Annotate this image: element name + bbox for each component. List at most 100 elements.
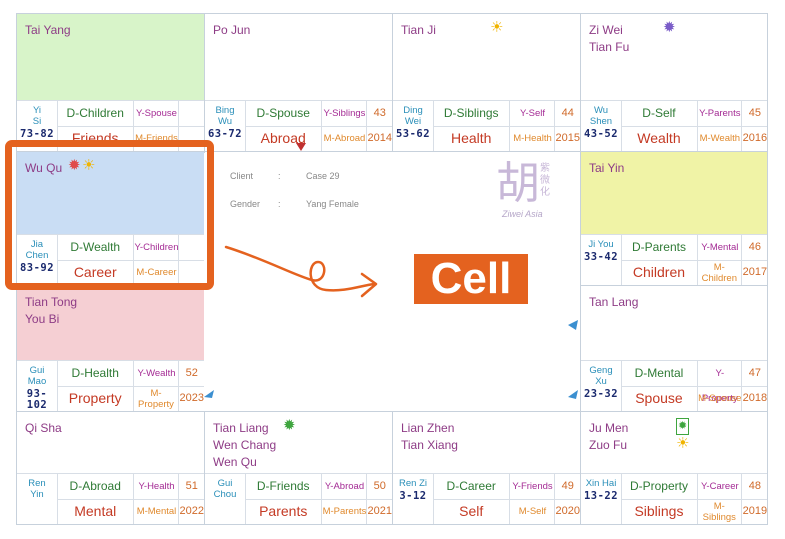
- age-number: 46: [740, 235, 768, 260]
- year-value: [177, 260, 205, 285]
- palace-name[interactable]: Property: [68, 390, 122, 406]
- stem-branch-label: Ren Zi: [393, 478, 433, 489]
- palace-cell-wu-qu[interactable]: Wu Qu ✹ ☀ Jia Chen 83-92 D-Wealth Y-Children Car…: [16, 151, 205, 286]
- star-names: Wu Qu: [25, 160, 62, 177]
- palace-cell-qi-sha[interactable]: Qi Sha Ren Yin D-Abroad Y-Health 51 Mental M-Me…: [16, 411, 205, 525]
- palace-name[interactable]: Abroad: [260, 130, 306, 146]
- palace-info: Ren Zi 3-12 D-Career Y-Friends 49 Self M-Self 2…: [393, 473, 580, 524]
- palace-row-bottom: Parents M-Parents 2021: [245, 499, 392, 524]
- year-palace: Y-Friends: [509, 474, 554, 499]
- corner-marker-icon: [568, 320, 578, 330]
- stem-branch-part: Geng: [589, 365, 613, 376]
- year-value: 2022: [177, 499, 205, 524]
- palace-cell-tian-liang[interactable]: Tian Liang Wen Chang Wen Qu ✹ Gui Chou D-Frien…: [204, 411, 393, 525]
- palace-name[interactable]: Parents: [259, 503, 308, 519]
- palace-row-bottom: Career M-Career: [57, 260, 204, 285]
- star-name: Zuo Fu: [589, 438, 628, 452]
- cell-highlight-box: [5, 140, 214, 290]
- palace-info: Xin Hai 13-22 D-Property Y-Career 48 Siblings…: [581, 473, 767, 524]
- palace-row-top: D-Self Y-Parents 45: [621, 101, 767, 127]
- month-palace: M-Friends: [133, 126, 178, 151]
- palace-cell-tan-lang[interactable]: Tan Lang Geng Xu 23-32 D-Mental Y-Property 47 S…: [580, 285, 768, 412]
- palace-row-top: D-Abroad Y-Health 51: [57, 474, 204, 500]
- year-palace: Y-Wealth: [133, 361, 178, 386]
- stem-branch-part: Chen: [25, 250, 49, 261]
- palace-info: Gui Mao 93-102 D-Health Y-Wealth 52 Property M-…: [17, 360, 204, 411]
- age-range: 53-62: [395, 128, 431, 140]
- stem-branch-part: Xin Hai: [585, 478, 617, 489]
- palace-cell-zi-wei[interactable]: Zi Wei Tian Fu ✹ Wu Shen 43-52 D-Self Y-Parents…: [580, 13, 768, 152]
- decade-palace: D-Parents: [631, 240, 686, 254]
- month-palace: M-Mental: [133, 499, 178, 524]
- star-name: Wu Qu: [25, 161, 63, 175]
- stem-branch-part: Wei: [404, 116, 422, 127]
- palace-row-bottom: Mental M-Mental 2022: [57, 499, 204, 524]
- star-icon: ✹: [663, 19, 676, 36]
- palace-cell-tai-yin[interactable]: Tai Yin Ji You 33-42 D-Parents Y-Mental 46 Chi…: [580, 151, 768, 286]
- palace-name[interactable]: Siblings: [634, 503, 684, 519]
- palace-name[interactable]: Self: [459, 503, 484, 519]
- star-names: Lian Zhen Tian Xiang: [401, 420, 458, 454]
- palace-cell-tian-ji[interactable]: Tian Ji ☀ Ding Wei 53-62 D-Siblings Y-Self 44 He…: [392, 13, 581, 152]
- stem-branch-label: Yi Si: [17, 105, 57, 127]
- age-number: [177, 101, 205, 126]
- decade-palace: D-Career: [446, 479, 496, 493]
- age-number: 47: [740, 361, 768, 386]
- age-range: 23-32: [583, 388, 619, 400]
- cell-callout-label: Cell: [414, 254, 528, 304]
- stem-branch-label: Gui Chou: [205, 478, 245, 500]
- star-names: Tai Yang: [25, 22, 71, 39]
- stem-branch-part: Ren: [28, 478, 46, 489]
- decade-palace: D-Property: [629, 479, 688, 493]
- palace-row-top: D-Friends Y-Abroad 50: [245, 474, 392, 500]
- palace-row-top: D-Career Y-Friends 49: [433, 474, 580, 500]
- palace-name[interactable]: Career: [73, 264, 117, 280]
- ziwei-chart: Tai Yang Yi Si 73-82 D-Children Y-Spouse Frien…: [16, 13, 768, 525]
- stem-branch-label: Geng Xu: [581, 365, 621, 387]
- gender-value: Yang Female: [306, 199, 359, 209]
- star-name: Wen Chang: [213, 438, 277, 452]
- stem-branch-part: Gui: [217, 478, 233, 489]
- star-name: Lian Zhen: [401, 421, 455, 435]
- corner-marker-icon: [296, 143, 306, 151]
- decade-palace: D-Abroad: [69, 479, 121, 493]
- palace-name[interactable]: Health: [450, 130, 492, 146]
- palace-cell-tai-yang[interactable]: Tai Yang Yi Si 73-82 D-Children Y-Spouse Frien…: [16, 13, 205, 152]
- palace-cell-lian-zhen[interactable]: Lian Zhen Tian Xiang Ren Zi 3-12 D-Career Y-F…: [392, 411, 581, 525]
- decade-palace: D-Children: [66, 106, 124, 120]
- palace-name[interactable]: Wealth: [637, 130, 681, 146]
- palace-info: Jia Chen 83-92 D-Wealth Y-Children Career M-Ca…: [17, 234, 204, 285]
- star-name: Tai Yang: [25, 23, 71, 37]
- palace-info: Ji You 33-42 D-Parents Y-Mental 46 Children M-…: [581, 234, 767, 285]
- age-number: 43: [365, 101, 393, 126]
- palace-row-bottom: Children M- Children 2017: [621, 260, 767, 285]
- palace-name[interactable]: Children: [632, 264, 686, 280]
- age-number: 48: [740, 474, 768, 499]
- year-palace: Y-Spouse: [133, 101, 178, 126]
- palace-name[interactable]: Spouse: [635, 390, 683, 406]
- age-range: 93-102: [26, 388, 48, 411]
- year-palace: Y-Self: [509, 101, 554, 126]
- stem-branch-label: Ding Wei: [393, 105, 433, 127]
- age-range: 3-12: [399, 490, 427, 502]
- star-name: Po Jun: [213, 23, 251, 37]
- stem-branch-part: Ding: [403, 105, 423, 116]
- star-names: Tian Liang Wen Chang Wen Qu: [213, 420, 276, 471]
- palace-name[interactable]: Mental: [74, 503, 117, 519]
- corner-marker-icon: [568, 390, 578, 399]
- age-range: 43-52: [583, 128, 619, 140]
- palace-cell-ju-men[interactable]: Ju Men Zuo Fu ✹ ☀ Xin Hai 13-22 D-Property Y-Ca…: [580, 411, 768, 525]
- client-label: Client: [230, 171, 254, 181]
- star-name: Tan Lang: [589, 295, 639, 309]
- star-icon: ✹: [676, 418, 690, 435]
- palace-row-bottom: Health M-Health 2015: [433, 126, 580, 151]
- palace-info: Wu Shen 43-52 D-Self Y-Parents 45 Wealth M-Weal…: [581, 100, 767, 151]
- star-name: You Bi: [25, 312, 60, 326]
- age-range: 33-42: [583, 251, 619, 263]
- palace-info: Geng Xu 23-32 D-Mental Y-Property 47 Spouse M-S…: [581, 360, 767, 411]
- palace-cell-po-jun[interactable]: Po Jun Bing Wu 63-72 D-Spouse Y-Siblings 43 Abr…: [204, 13, 393, 152]
- star-name: Tian Xiang: [401, 438, 458, 452]
- corner-marker-icon: [204, 390, 214, 398]
- palace-row-bottom: Siblings M- Siblings 2019: [621, 499, 767, 524]
- year-palace: Y-Parents: [696, 101, 742, 126]
